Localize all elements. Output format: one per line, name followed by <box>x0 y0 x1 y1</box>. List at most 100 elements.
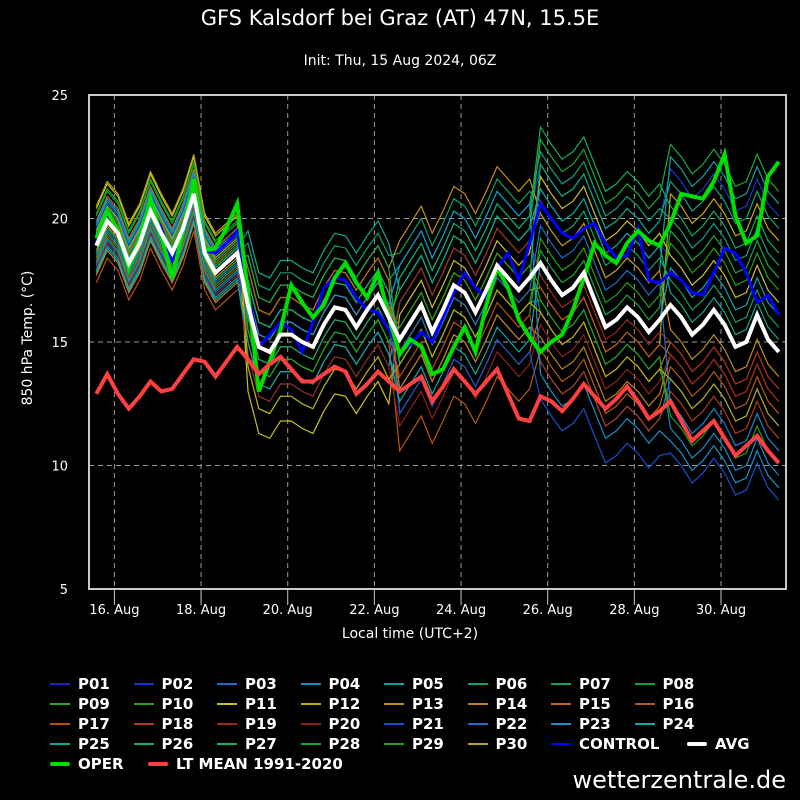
x-tick-label: 16. Aug <box>89 603 139 618</box>
series-line-p11 <box>95 156 780 440</box>
legend-label: P30 <box>495 735 528 753</box>
legend-label: P01 <box>78 675 110 693</box>
series-line-oper <box>94 147 781 393</box>
legend-swatch <box>634 703 655 705</box>
legend-item-p16: P16 <box>634 694 695 714</box>
legend-label: P26 <box>161 735 194 753</box>
legend-item-lt-mean: LT MEAN 1991-2020 <box>148 754 343 774</box>
legend-item-p07: P07 <box>551 674 611 694</box>
legend-item-p27: P27 <box>217 734 277 754</box>
legend-swatch <box>133 683 154 685</box>
legend-swatch <box>634 683 655 685</box>
legend-swatch <box>300 723 321 725</box>
series-line-p23 <box>95 171 780 489</box>
series-line-p30 <box>95 154 780 427</box>
legend-swatch <box>217 683 237 685</box>
legend-label: P18 <box>161 715 194 733</box>
series-line-p13 <box>95 165 780 377</box>
legend-swatch <box>300 703 321 705</box>
legend-item-p20: P20 <box>300 714 361 734</box>
y-tick-label: 10 <box>51 460 68 475</box>
legend-swatch <box>50 762 70 766</box>
legend-swatch <box>551 683 571 685</box>
legend-swatch <box>133 703 154 705</box>
legend-item-p13: P13 <box>384 694 444 714</box>
x-tick-label: 26. Aug <box>523 603 573 618</box>
legend-label: P11 <box>245 695 277 713</box>
legend-swatch <box>50 743 70 745</box>
series-line-p24 <box>95 220 780 403</box>
x-axis-label: Local time (UTC+2) <box>341 626 479 642</box>
legend-item-p14: P14 <box>467 694 527 714</box>
legend-swatch <box>467 703 488 705</box>
series-line-p29 <box>95 161 780 464</box>
legend-item-p29: P29 <box>384 734 444 754</box>
legend-item-p06: P06 <box>467 674 527 694</box>
y-tick-label: 20 <box>51 213 68 228</box>
x-tick-label: 28. Aug <box>609 603 659 618</box>
legend-label: P17 <box>78 715 110 733</box>
legend-label: P03 <box>245 675 277 693</box>
legend-item-p11: P11 <box>217 694 277 714</box>
legend-swatch <box>634 723 655 725</box>
legend-label: P05 <box>412 675 444 693</box>
legend-label: AVG <box>715 735 750 753</box>
legend-item-avg: AVG <box>687 734 750 754</box>
y-tick-label: 15 <box>51 336 68 351</box>
legend-label: P20 <box>328 715 361 733</box>
legend-swatch <box>217 723 237 725</box>
legend-label: P12 <box>328 695 361 713</box>
legend-swatch <box>551 723 571 725</box>
series-line-lt-mean <box>94 343 781 465</box>
y-axis-label: 850 hPa Temp. (°C) <box>20 270 36 406</box>
legend-swatch <box>50 703 70 705</box>
plot-frame <box>88 94 787 590</box>
legend-swatch <box>467 743 488 745</box>
legend-item-p24: P24 <box>634 714 695 734</box>
x-tick-label: 22. Aug <box>349 603 399 618</box>
legend-label: P19 <box>245 715 277 733</box>
legend-swatch <box>384 723 404 725</box>
legend-swatch <box>133 723 154 725</box>
legend-item-p18: P18 <box>133 714 194 734</box>
x-tick-label: 24. Aug <box>436 603 486 618</box>
legend-label: P10 <box>161 695 194 713</box>
x-tick-label: 18. Aug <box>176 603 226 618</box>
legend-item-p30: P30 <box>467 734 528 754</box>
legend-label: P13 <box>412 695 444 713</box>
legend-label: P23 <box>579 715 611 733</box>
y-tick-label: 5 <box>60 583 68 598</box>
legend-swatch <box>50 723 70 725</box>
legend-label: P16 <box>662 695 695 713</box>
watermark: wetterzentrale.de <box>572 766 786 794</box>
legend-label: CONTROL <box>579 735 660 753</box>
legend-item-p28: P28 <box>300 734 360 754</box>
legend-label: LT MEAN 1991-2020 <box>176 755 343 773</box>
legend-swatch <box>50 683 70 685</box>
x-tick-label: 30. Aug <box>696 603 746 618</box>
legend-label: OPER <box>78 755 124 773</box>
legend-swatch <box>217 703 237 705</box>
legend-label: P09 <box>78 695 110 713</box>
legend-item-p23: P23 <box>551 714 611 734</box>
y-tick-label: 25 <box>51 89 68 104</box>
legend-item-p01: P01 <box>50 674 110 694</box>
legend-label: P22 <box>495 715 528 733</box>
legend-item-p08: P08 <box>634 674 695 694</box>
series-line-p17 <box>95 230 780 402</box>
legend-item-oper: OPER <box>50 754 124 774</box>
legend-item-p19: P19 <box>217 714 277 734</box>
legend-label: P24 <box>662 715 695 733</box>
legend-item-p26: P26 <box>133 734 194 754</box>
chart-subtitle: Init: Thu, 15 Aug 2024, 06Z <box>303 53 497 69</box>
legend-swatch <box>300 683 321 685</box>
legend-label: P08 <box>662 675 695 693</box>
legend-swatch <box>217 743 237 745</box>
legend-swatch <box>300 743 321 745</box>
legend-item-p21: P21 <box>384 714 444 734</box>
legend-swatch <box>551 743 571 745</box>
legend-item-p25: P25 <box>50 734 110 754</box>
legend-item-p22: P22 <box>467 714 528 734</box>
